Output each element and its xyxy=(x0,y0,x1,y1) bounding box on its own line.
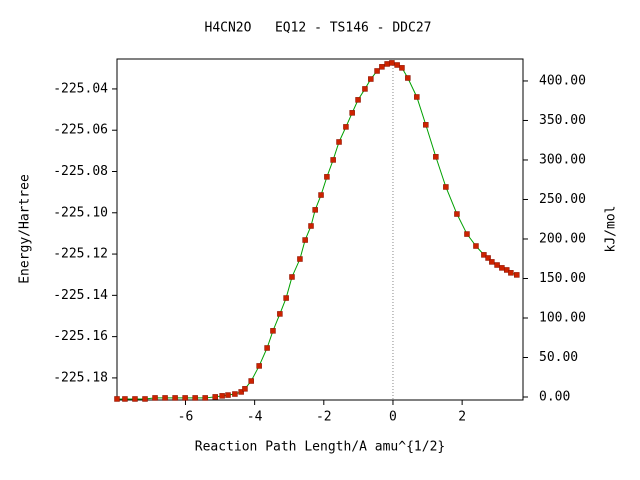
point xyxy=(362,86,368,92)
y-tick-label: -225.08 xyxy=(53,164,108,179)
point xyxy=(423,122,429,128)
point xyxy=(394,62,400,68)
point xyxy=(192,395,198,401)
point xyxy=(368,76,374,82)
point xyxy=(225,392,231,398)
point xyxy=(343,124,349,130)
point xyxy=(384,61,390,67)
point xyxy=(330,157,336,163)
point xyxy=(302,237,308,243)
point xyxy=(433,154,439,160)
y2-tick-label: 350.00 xyxy=(539,113,586,128)
point xyxy=(374,68,380,74)
point xyxy=(202,395,208,401)
x-tick-label: 0 xyxy=(389,410,397,425)
y2-tick-label: 150.00 xyxy=(539,271,586,286)
point xyxy=(270,328,276,334)
point xyxy=(238,389,244,395)
y2-tick-label: 250.00 xyxy=(539,192,586,207)
y-axis-label: Energy/Hartree xyxy=(18,174,33,284)
point xyxy=(499,265,505,271)
point xyxy=(277,311,283,317)
x-tick-label: -2 xyxy=(316,410,332,425)
point xyxy=(355,97,361,103)
y-tick-label: -225.12 xyxy=(53,247,108,262)
y2-tick-label: 50.00 xyxy=(539,350,578,365)
y-tick-label: -225.06 xyxy=(53,123,108,138)
point xyxy=(172,395,178,401)
point xyxy=(414,94,420,100)
point xyxy=(264,345,270,351)
point xyxy=(514,272,520,278)
x-axis-label: Reaction Path Length/A amu^{1/2} xyxy=(195,440,445,455)
point xyxy=(464,231,470,237)
point xyxy=(324,174,330,180)
point xyxy=(405,75,411,81)
point xyxy=(508,270,514,276)
y-tick-label: -225.18 xyxy=(53,370,108,385)
y2-tick-label: 300.00 xyxy=(539,152,586,167)
point xyxy=(454,211,460,217)
y2-tick-label: 0.00 xyxy=(539,389,570,404)
point xyxy=(248,378,254,384)
point xyxy=(122,396,128,402)
point xyxy=(399,65,405,71)
x-tick-label: 2 xyxy=(458,410,466,425)
point xyxy=(152,395,158,401)
point xyxy=(349,110,355,116)
y2-tick-label: 100.00 xyxy=(539,310,586,325)
point xyxy=(494,262,500,268)
y2-tick-label: 200.00 xyxy=(539,231,586,246)
point xyxy=(318,192,324,198)
point xyxy=(256,363,262,369)
point xyxy=(212,394,218,400)
point xyxy=(132,396,138,402)
curve xyxy=(117,62,517,400)
point xyxy=(473,243,479,249)
point xyxy=(232,391,238,397)
point xyxy=(312,207,318,213)
point xyxy=(219,393,225,399)
y-tick-label: -225.04 xyxy=(53,81,108,96)
point xyxy=(485,255,491,261)
point xyxy=(182,395,188,401)
point xyxy=(336,139,342,145)
x-tick-label: -4 xyxy=(247,410,263,425)
chart-title: H4CN2O EQ12 - TS146 - DDC27 xyxy=(205,21,432,36)
point xyxy=(481,252,487,258)
point xyxy=(162,395,168,401)
y-tick-label: -225.14 xyxy=(53,288,108,303)
point xyxy=(114,396,120,402)
point xyxy=(289,274,295,280)
point xyxy=(503,267,510,273)
x-tick-label: -6 xyxy=(178,410,194,425)
point xyxy=(379,64,385,70)
plot-frame xyxy=(116,58,524,401)
point xyxy=(489,259,495,265)
y-tick-label: -225.16 xyxy=(53,329,108,344)
point xyxy=(297,256,303,262)
point xyxy=(142,396,148,402)
point xyxy=(389,60,395,66)
y-tick-label: -225.10 xyxy=(53,205,108,220)
point xyxy=(308,223,314,229)
y2-tick-label: 400.00 xyxy=(539,73,586,88)
point xyxy=(443,184,449,190)
point xyxy=(242,386,248,392)
y2-axis-label: kJ/mol xyxy=(604,206,619,253)
point xyxy=(283,295,289,301)
